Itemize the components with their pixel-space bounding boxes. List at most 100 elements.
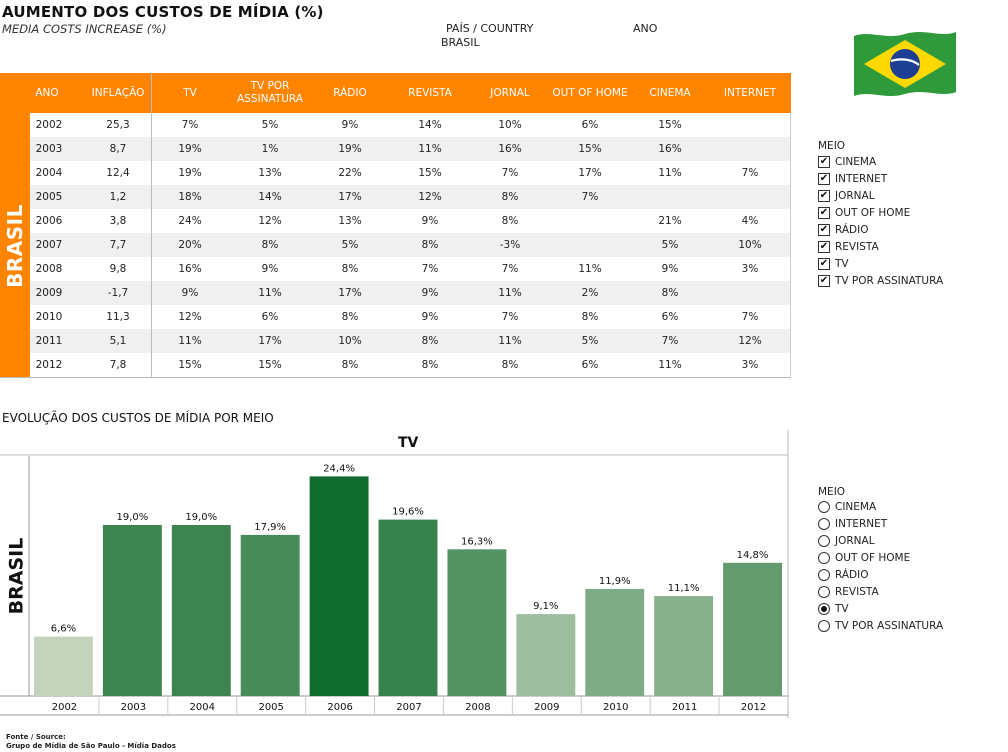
radio-icon[interactable] — [818, 602, 830, 615]
checkbox-icon[interactable]: ✔ — [818, 189, 830, 202]
media-filter-checkboxes: MEIO ✔ CINEMA ✔ INTERNET ✔ JORNAL ✔ OUT OF HOME… — [818, 140, 943, 289]
media-radio-item[interactable]: REVISTA — [818, 583, 943, 600]
x-tick-label: 2003 — [121, 702, 146, 713]
table-cell: 19% — [178, 143, 202, 155]
table-cell: 12% — [178, 311, 202, 323]
bar-value-label: 17,9% — [254, 522, 286, 533]
radio-label: INTERNET — [835, 517, 888, 530]
x-tick-label: 2012 — [741, 702, 766, 713]
media-checkbox-item[interactable]: ✔ INTERNET — [818, 170, 943, 187]
radio-icon[interactable] — [818, 517, 830, 530]
media-radio-item[interactable]: TV POR ASSINATURA — [818, 617, 943, 634]
bar-2005 — [240, 534, 300, 696]
table-cell: 12% — [258, 215, 282, 227]
x-tick-label: 2002 — [52, 702, 77, 713]
radio-icon[interactable] — [818, 619, 830, 632]
radio-icon[interactable] — [818, 585, 830, 598]
checkbox-icon[interactable]: ✔ — [818, 223, 830, 236]
bar-2002 — [34, 636, 93, 696]
table-cell: 6% — [581, 359, 599, 371]
checkbox-icon[interactable]: ✔ — [818, 155, 830, 168]
table-cell: 15% — [178, 359, 202, 371]
table-cell: 9% — [661, 263, 679, 275]
table-cell: 11% — [498, 335, 522, 347]
media-radio-item[interactable]: CINEMA — [818, 498, 943, 515]
table-cell: 9% — [181, 287, 199, 299]
media-checkbox-item[interactable]: ✔ CINEMA — [818, 153, 943, 170]
checkbox-icon[interactable]: ✔ — [818, 172, 830, 185]
media-radio-item[interactable]: INTERNET — [818, 515, 943, 532]
table-cell: 8% — [501, 359, 519, 371]
media-radio-item[interactable]: TV — [818, 600, 943, 617]
table-cell: 3% — [741, 359, 759, 371]
checkbox-label: OUT OF HOME — [835, 206, 911, 219]
media-checkbox-item[interactable]: ✔ OUT OF HOME — [818, 204, 943, 221]
bar-2011 — [654, 596, 714, 696]
radio-icon[interactable] — [818, 534, 830, 547]
table-cell: 2% — [581, 287, 599, 299]
table-row: 2011 5,1 11% 17% 10% 8% 11% 5% 7% 12% — [30, 329, 791, 353]
radio-icon[interactable] — [818, 568, 830, 581]
table-cell: 2009 — [35, 287, 63, 299]
table-cell: 1,2 — [109, 191, 127, 203]
table-cell: 7% — [181, 119, 199, 131]
table-cell: 17% — [258, 335, 282, 347]
table-cell — [716, 185, 784, 209]
country-filter-label: PAÍS / COUNTRY — [446, 22, 534, 35]
table-cell: 1% — [261, 143, 279, 155]
table-cell: 19% — [338, 143, 362, 155]
checkbox-icon[interactable]: ✔ — [818, 240, 830, 253]
checkbox-label: TV POR ASSINATURA — [835, 274, 944, 287]
table-cell: 22% — [338, 167, 362, 179]
bar-value-label: 14,8% — [737, 550, 769, 561]
table-cell: 15% — [418, 167, 442, 179]
table-cell: 7% — [501, 167, 519, 179]
table-cell: 3% — [741, 263, 759, 275]
checkbox-label: TV — [835, 257, 849, 270]
checkbox-icon[interactable]: ✔ — [818, 274, 830, 287]
table-cell: 2007 — [35, 239, 63, 251]
column-header-jornal: JORNAL — [490, 86, 530, 99]
media-checkbox-item[interactable]: ✔ REVISTA — [818, 238, 943, 255]
table-country-label: BRASIL — [3, 203, 27, 288]
table-cell: 11,3 — [106, 311, 130, 323]
media-checkbox-item[interactable]: ✔ JORNAL — [818, 187, 943, 204]
table-cell: 11% — [578, 263, 602, 275]
radio-icon[interactable] — [818, 551, 830, 564]
bar-value-label: 24,4% — [323, 463, 355, 474]
table-cell: 8% — [341, 359, 359, 371]
radio-icon[interactable] — [818, 500, 830, 513]
media-checkbox-item[interactable]: ✔ TV POR ASSINATURA — [818, 272, 943, 289]
table-cell: 12,4 — [106, 167, 130, 179]
table-cell: 19% — [178, 167, 202, 179]
media-radio-item[interactable]: OUT OF HOME — [818, 549, 943, 566]
checkbox-icon[interactable]: ✔ — [818, 257, 830, 270]
table-cell — [550, 209, 630, 233]
media-radio-item[interactable]: JORNAL — [818, 532, 943, 549]
year-filter-label[interactable]: ANO — [633, 22, 658, 35]
table-cell: 3,8 — [109, 215, 127, 227]
country-filter-value[interactable]: BRASIL — [441, 36, 480, 49]
media-checkbox-item[interactable]: ✔ RÁDIO — [818, 221, 943, 238]
table-cell: 16% — [658, 143, 682, 155]
media-checkbox-item[interactable]: ✔ TV — [818, 255, 943, 272]
bar-2006 — [309, 476, 369, 696]
table-cell: 17% — [578, 167, 602, 179]
table-cell — [716, 281, 784, 305]
table-cell: 5% — [581, 335, 599, 347]
table-cell: 16% — [178, 263, 202, 275]
media-radio-item[interactable]: RÁDIO — [818, 566, 943, 583]
checkbox-label: REVISTA — [835, 240, 879, 253]
radio-label: RÁDIO — [835, 568, 869, 581]
table-cell: 7% — [501, 263, 519, 275]
table-cell: 5% — [341, 239, 359, 251]
table-cell: 8,7 — [109, 143, 127, 155]
checkbox-icon[interactable]: ✔ — [818, 206, 830, 219]
table-cell: 2006 — [35, 215, 63, 227]
table-cell: 4% — [741, 215, 759, 227]
table-cell — [716, 113, 784, 137]
bar-value-label: 19,0% — [116, 512, 148, 523]
page-subtitle: MEDIA COSTS INCREASE (%) — [2, 22, 167, 36]
table-cell: 2002 — [35, 119, 63, 131]
table-cell: 8% — [421, 359, 439, 371]
